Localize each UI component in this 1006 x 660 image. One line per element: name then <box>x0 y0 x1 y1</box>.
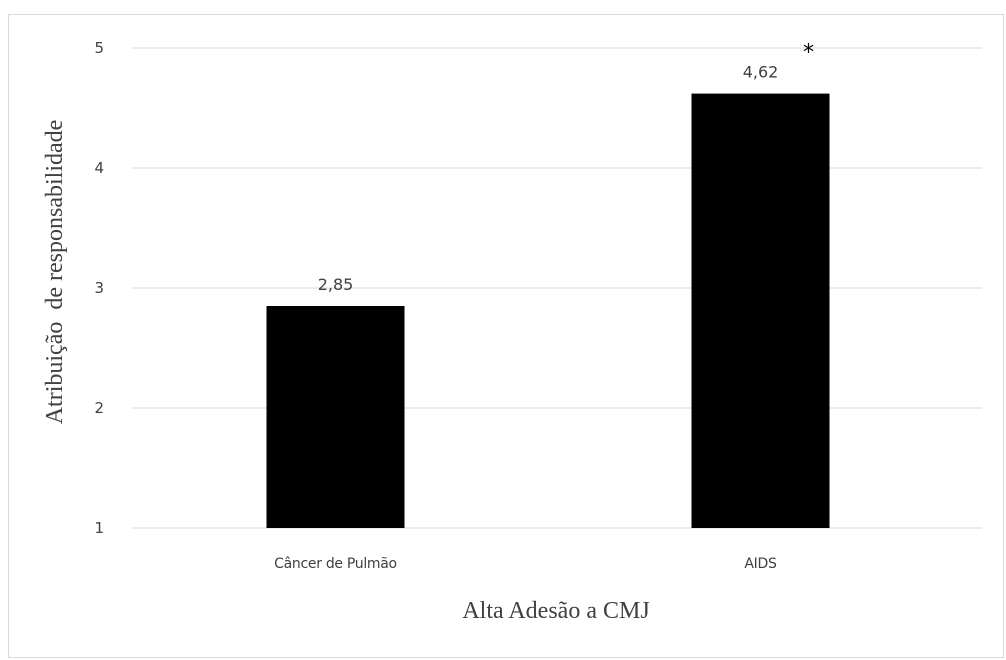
y-tick-label: 3 <box>94 279 104 297</box>
data-label: 2,85 <box>318 275 354 294</box>
gridlines <box>132 47 982 529</box>
x-axis-categories: Câncer de Pulmão AIDS <box>274 556 777 572</box>
y-tick-label: 5 <box>94 39 104 57</box>
y-tick-label: 4 <box>94 159 104 177</box>
chart-frame <box>8 14 1004 658</box>
x-axis-title: Alta Adesão a CMJ <box>462 598 649 624</box>
data-label: 4,62 <box>743 63 779 82</box>
y-axis-title: Atribuição de responsabilidade <box>42 120 68 425</box>
bar <box>266 306 405 528</box>
bar <box>691 93 830 528</box>
x-category-label: Câncer de Pulmão <box>274 556 397 572</box>
y-axis-ticks: 1 2 3 4 5 <box>94 39 104 537</box>
y-tick-label: 1 <box>94 519 104 537</box>
y-tick-label: 2 <box>94 399 104 417</box>
significance-marker: * <box>803 41 814 66</box>
x-category-label: AIDS <box>744 556 777 572</box>
data-labels: 2,85 4,62 * <box>318 41 814 294</box>
bars <box>266 93 830 528</box>
